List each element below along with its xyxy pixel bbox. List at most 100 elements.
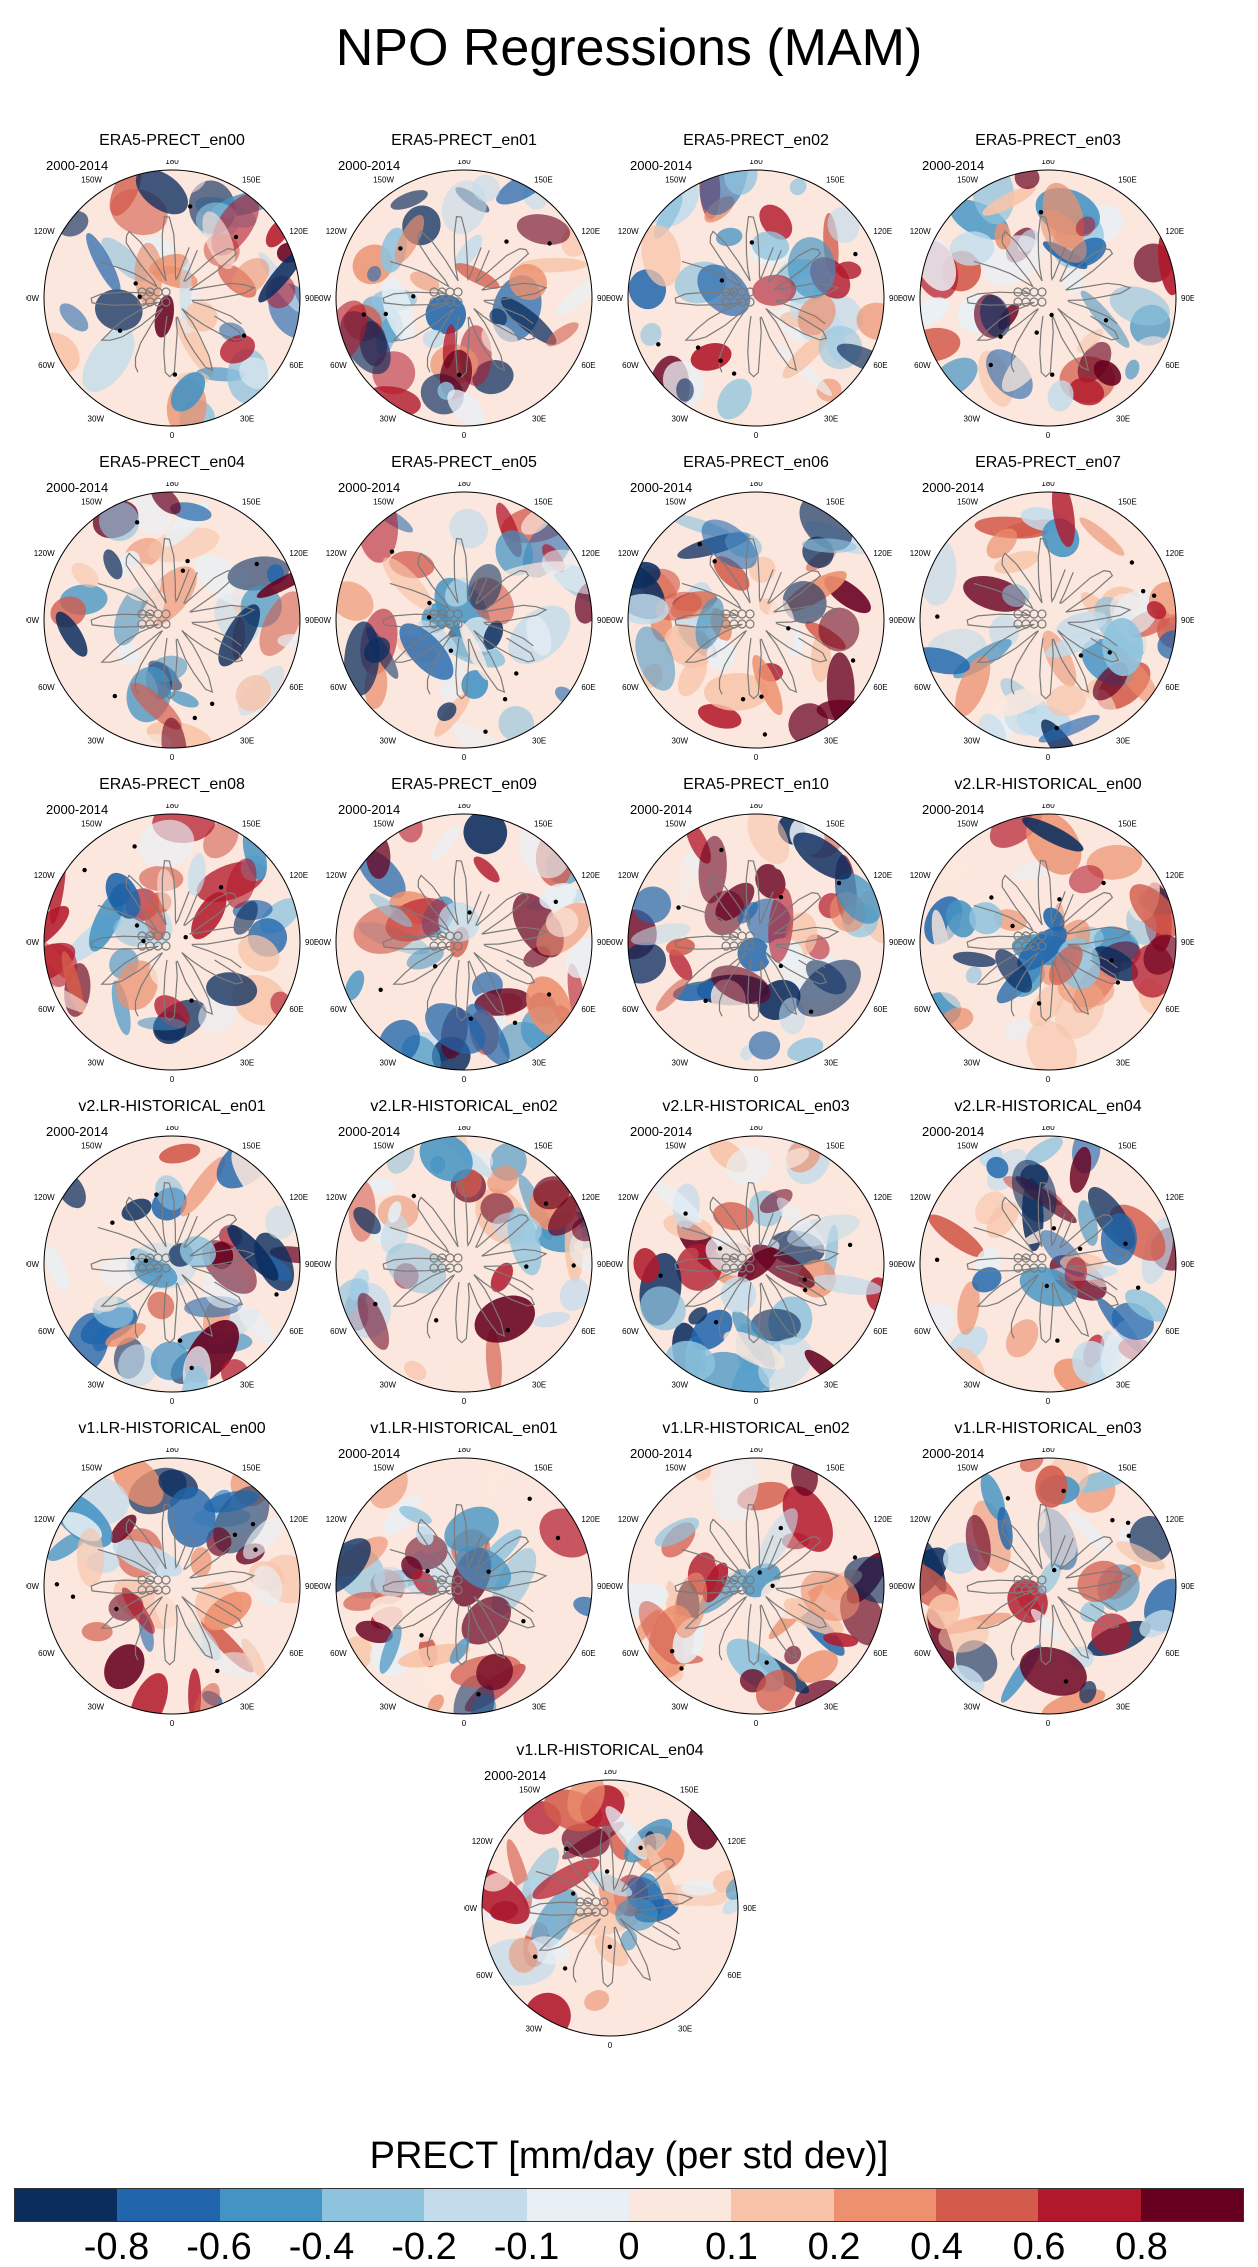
longitude-label: 180 [457, 160, 471, 166]
anomaly-patch [452, 722, 516, 748]
polar-map: 180 150W 150E 120W 120E 90W 90E 60W 60E 30W 30E 0 [318, 160, 610, 440]
longitude-label: 150W [665, 498, 686, 507]
longitude-label: 120E [1165, 549, 1184, 558]
longitude-label: 90W [610, 938, 623, 947]
panel-title: ERA5-PRECT_en10 [683, 776, 829, 793]
anomaly-patch [584, 1990, 610, 2011]
longitude-label: 60W [914, 361, 931, 370]
longitude-label: 90W [610, 1260, 623, 1269]
significance-dot [717, 1246, 723, 1251]
significance-dot [232, 1532, 238, 1537]
anomaly-patch [417, 620, 458, 656]
longitude-label: 90E [597, 1260, 610, 1269]
longitude-label: 120E [581, 227, 600, 236]
anomaly-patch [555, 267, 592, 316]
anomaly-patch [59, 303, 89, 332]
panel-period: 2000-2014 [46, 158, 109, 173]
longitude-label: 180 [749, 1448, 763, 1454]
longitude-label: 90E [743, 1904, 756, 1913]
colorbar-segment [321, 2189, 425, 2221]
anomaly-patch [945, 899, 977, 938]
panel-period: 2000-2014 [630, 802, 693, 817]
longitude-label: 30W [380, 1380, 397, 1389]
longitude-label: 150E [1118, 1142, 1137, 1151]
map-border [481, 1779, 739, 2037]
significance-dot [638, 1845, 643, 1850]
longitude-label: 150E [534, 498, 553, 507]
anomaly-patch [823, 1632, 859, 1647]
anomaly-patch [1004, 1018, 1031, 1040]
anomaly-patch [1072, 1340, 1112, 1384]
longitude-label: 60W [330, 361, 347, 370]
polar-map: 180 150W 150E 120W 120E 90W 90E 60W 60E 30W 30E 0 [610, 804, 902, 1084]
anomaly-patch [111, 980, 131, 1036]
anomaly-patch [507, 1207, 542, 1276]
longitude-label: 0 [754, 431, 759, 440]
significance-dot [425, 1568, 430, 1574]
longitude-label: 120E [873, 1515, 892, 1524]
colorbar-segment [731, 2189, 834, 2221]
significance-dot [476, 1692, 481, 1697]
significance-dot [1052, 1567, 1057, 1573]
panel-period: 2000-2014 [46, 802, 109, 817]
significance-dot [1034, 330, 1039, 335]
anomaly-patch [169, 690, 199, 708]
longitude-label: 150E [534, 1142, 553, 1151]
significance-dot [427, 600, 432, 606]
anomaly-patch [237, 1303, 277, 1346]
map-border [627, 1457, 885, 1715]
anomaly-patch [431, 824, 461, 861]
anomaly-patch [654, 1517, 700, 1547]
anomaly-patch [444, 1506, 499, 1552]
longitude-label: 90W [610, 1582, 623, 1591]
coastlines [382, 537, 548, 700]
longitude-label: 30E [532, 1380, 546, 1389]
anomaly-patch [1038, 714, 1100, 743]
longitude-label: 60E [727, 1971, 741, 1980]
anomaly-patch [572, 1216, 592, 1242]
longitude-label: 60W [330, 1649, 347, 1658]
anomaly-patch [931, 909, 950, 969]
significance-dot [1050, 372, 1055, 377]
longitude-label: 120E [289, 549, 308, 558]
significance-dot [143, 1258, 149, 1263]
significance-dot [1005, 1496, 1011, 1501]
longitude-label: 30W [526, 2024, 543, 2033]
anomaly-patch [796, 1650, 838, 1683]
anomaly-patch [836, 261, 862, 279]
polar-map: 180 150W 150E 120W 120E 90W 90E 60W 60E 30W 30E 0 [318, 804, 610, 1084]
anomaly-patch [345, 970, 365, 1001]
coastlines [966, 215, 1132, 378]
anomaly-patch [1064, 1256, 1087, 1290]
map-panel: ERA5-PRECT_en06 2000-2014 180 150W 150E 120W 1… [610, 454, 902, 762]
significance-dot [853, 251, 858, 257]
anomaly-patch [357, 1292, 390, 1350]
longitude-label: 90E [305, 294, 318, 303]
polar-map: 180 150W 150E 120W 120E 90W 90E 60W 60E 30W 30E 0 [26, 804, 318, 1084]
anomaly-patch [938, 1618, 989, 1653]
longitude-label: 180 [749, 1126, 763, 1132]
panel-period: 2000-2014 [922, 480, 985, 495]
longitude-label: 180 [749, 482, 763, 488]
significance-dot [361, 312, 366, 317]
longitude-label: 90E [305, 938, 318, 947]
anomaly-patch [783, 1598, 844, 1636]
longitude-label: 150E [680, 1786, 699, 1795]
significance-dot [183, 935, 188, 940]
significance-dot [656, 342, 661, 347]
anomaly-patch [782, 581, 827, 624]
anomaly-patch [129, 1673, 169, 1714]
significance-dot [1078, 653, 1084, 658]
significance-dot [70, 1594, 76, 1599]
anomaly-patch [157, 868, 176, 911]
significance-dot [731, 371, 737, 376]
colorbar-segment [1038, 2189, 1141, 2221]
anomaly-patch [81, 1279, 118, 1312]
anomaly-patch [218, 604, 261, 667]
longitude-label: 150E [242, 176, 261, 185]
anomaly-patch [1146, 601, 1167, 620]
coastlines [674, 1181, 840, 1344]
longitude-label: 150E [242, 820, 261, 829]
polar-map: 180 150W 150E 120W 120E 90W 90E 60W 60E 30W 30E 0 [902, 1126, 1194, 1406]
longitude-label: 30E [824, 1702, 838, 1711]
